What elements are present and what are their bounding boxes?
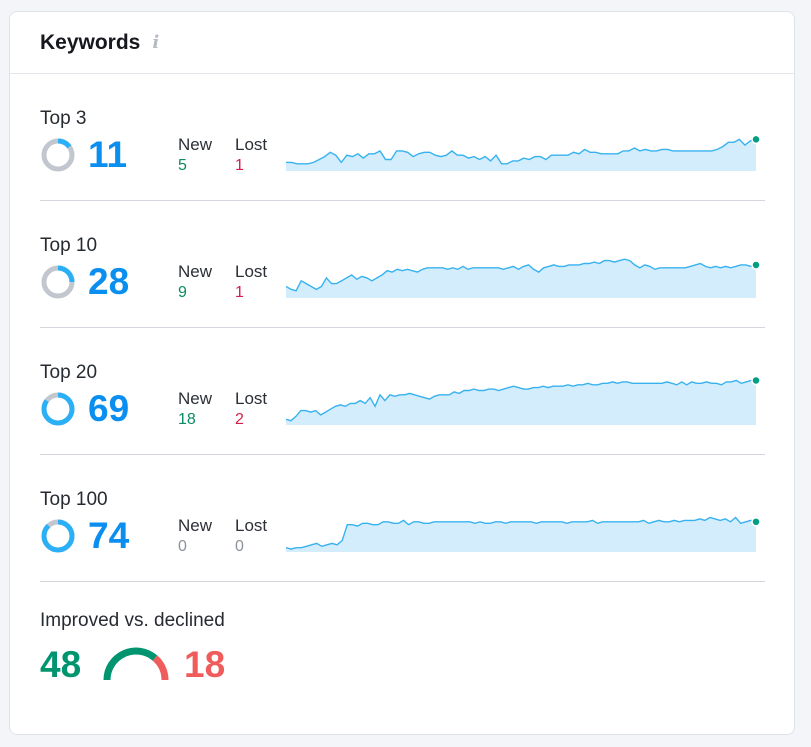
lost-label: Lost xyxy=(235,516,268,535)
share-donut-icon xyxy=(41,138,75,172)
row-label: Top 10 xyxy=(40,235,98,256)
sparkline-last-point xyxy=(751,375,761,386)
sparkline-area xyxy=(286,517,756,552)
donut-fill xyxy=(41,392,75,426)
sparkline-area xyxy=(286,139,756,171)
lost-value[interactable]: 1 xyxy=(235,284,244,301)
lost-keywords: Lost 1 xyxy=(235,135,267,175)
lost-label: Lost xyxy=(235,135,268,154)
trend-sparkline xyxy=(286,375,761,425)
donut-fill xyxy=(41,265,75,299)
gauge-declined-arc xyxy=(152,655,169,681)
sparkline-last-point xyxy=(751,134,761,145)
new-keywords: New 18 xyxy=(178,389,212,429)
lost-label: Lost xyxy=(235,389,268,408)
keyword-position-rows: Top 3 11 New 5 Lost 1 Top 10 28 New 9 Lost 1… xyxy=(10,74,794,722)
share-donut-icon xyxy=(41,519,75,553)
trend-sparkline xyxy=(286,134,761,171)
improved-count[interactable]: 48 xyxy=(40,644,82,685)
new-value[interactable]: 18 xyxy=(178,411,196,428)
lost-keywords: Lost 2 xyxy=(235,389,267,429)
keyword-count[interactable]: 11 xyxy=(88,134,128,175)
keyword-count[interactable]: 69 xyxy=(88,388,130,429)
sparkline-line xyxy=(286,258,757,292)
lost-value[interactable]: 0 xyxy=(235,538,244,555)
new-value[interactable]: 0 xyxy=(178,538,187,555)
widget-title: Keywords xyxy=(40,30,141,54)
sparkline-line xyxy=(286,516,757,550)
row-label: Top 3 xyxy=(40,108,87,129)
keywords-widget: Keywords i Top 3 11 New 5 Lost 1 Top 10 28… xyxy=(9,11,795,735)
share-donut-icon xyxy=(41,392,75,426)
sparkline-last-point xyxy=(751,260,761,270)
trend-sparkline xyxy=(286,516,761,552)
position-row-top-100[interactable]: Top 100 74 New 0 Lost 0 xyxy=(40,455,765,582)
new-label: New xyxy=(178,262,213,281)
sparkline-last-point xyxy=(751,517,761,527)
info-icon[interactable]: i xyxy=(152,32,160,53)
lost-keywords: Lost 0 xyxy=(235,516,267,556)
improved-declined-gauge-icon xyxy=(103,647,169,681)
lost-value[interactable]: 1 xyxy=(235,157,244,174)
keyword-count[interactable]: 74 xyxy=(88,515,130,556)
row-label: Top 20 xyxy=(40,362,98,383)
improved-vs-declined-label: Improved vs. declined xyxy=(40,610,225,631)
new-keywords: New 5 xyxy=(178,135,212,175)
donut-fill xyxy=(41,138,75,172)
row-label: Top 100 xyxy=(40,489,108,510)
new-keywords: New 9 xyxy=(178,262,212,302)
new-label: New xyxy=(178,135,213,154)
sparkline-line xyxy=(286,138,757,165)
sparkline-line xyxy=(286,379,756,422)
gauge-improved-arc xyxy=(103,647,158,681)
improved-vs-declined: Improved vs. declined 48 18 xyxy=(40,582,765,722)
lost-keywords: Lost 1 xyxy=(235,262,267,302)
lost-value[interactable]: 2 xyxy=(235,411,244,428)
sparkline-area xyxy=(286,380,756,425)
sparkline-area xyxy=(286,259,756,298)
new-label: New xyxy=(178,516,213,535)
position-row-top-3[interactable]: Top 3 11 New 5 Lost 1 xyxy=(40,74,765,201)
new-label: New xyxy=(178,389,213,408)
keyword-count[interactable]: 28 xyxy=(88,261,130,302)
new-keywords: New 0 xyxy=(178,516,212,556)
donut-fill xyxy=(41,519,75,553)
trend-sparkline xyxy=(286,258,761,298)
position-row-top-20[interactable]: Top 20 69 New 18 Lost 2 xyxy=(40,328,765,455)
new-value[interactable]: 9 xyxy=(178,284,187,301)
share-donut-icon xyxy=(41,265,75,299)
position-row-top-10[interactable]: Top 10 28 New 9 Lost 1 xyxy=(40,201,765,328)
widget-header: Keywords i xyxy=(10,12,794,74)
declined-count[interactable]: 18 xyxy=(184,644,226,685)
new-value[interactable]: 5 xyxy=(178,157,187,174)
lost-label: Lost xyxy=(235,262,268,281)
